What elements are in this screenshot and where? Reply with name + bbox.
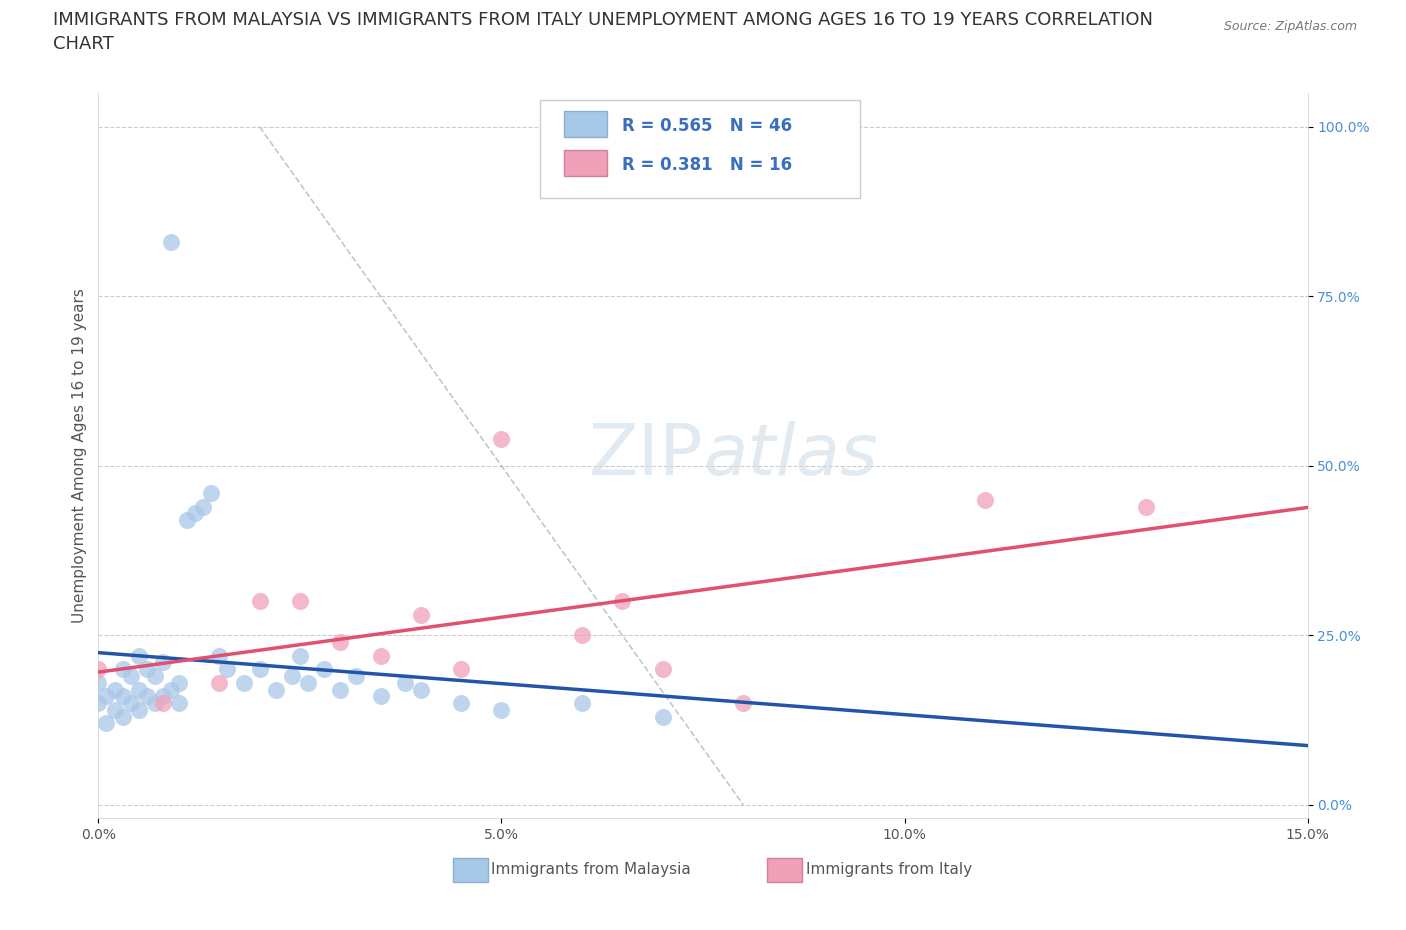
Point [160,234,183,249]
Point [111,710,134,724]
Point [111,662,134,677]
Text: Immigrants from Malaysia: Immigrants from Malaysia [492,862,692,877]
Text: Source: ZipAtlas.com: Source: ZipAtlas.com [1223,20,1357,33]
Point [329,634,352,649]
Text: R = 0.565   N = 46: R = 0.565 N = 46 [621,116,792,135]
Point [128,682,150,697]
Point [329,682,352,697]
Point [344,669,367,684]
Point [87,675,110,690]
Point [152,696,174,711]
Point [152,689,174,704]
Point [370,689,392,704]
Text: CHART: CHART [53,35,114,53]
Point [491,702,513,717]
FancyBboxPatch shape [453,858,488,882]
Point [571,628,593,643]
Point [184,506,207,521]
Point [733,696,755,711]
Point [135,689,157,704]
Point [297,675,319,690]
Point [176,512,198,527]
Point [128,648,150,663]
Text: Immigrants from Italy: Immigrants from Italy [806,862,972,877]
Point [87,696,110,711]
Text: ZIP: ZIP [589,421,703,490]
Y-axis label: Unemployment Among Ages 16 to 19 years: Unemployment Among Ages 16 to 19 years [72,288,87,623]
Point [152,655,174,670]
Point [111,689,134,704]
Point [200,485,222,500]
Point [135,662,157,677]
Point [96,689,118,704]
Point [167,675,190,690]
Point [1135,499,1157,514]
Point [571,696,593,711]
Point [167,696,190,711]
Point [651,662,673,677]
Point [394,675,416,690]
Point [314,662,336,677]
Point [281,669,304,684]
Point [217,662,239,677]
Point [120,696,142,711]
Point [288,594,311,609]
Point [103,682,125,697]
FancyBboxPatch shape [564,112,607,138]
Point [450,696,472,711]
Point [288,648,311,663]
Point [491,432,513,446]
Point [128,702,150,717]
Point [208,675,231,690]
Point [450,662,472,677]
Point [120,669,142,684]
Point [143,696,166,711]
Point [264,682,287,697]
FancyBboxPatch shape [540,100,860,198]
Point [249,662,271,677]
Text: atlas: atlas [703,421,877,490]
Point [974,492,997,507]
FancyBboxPatch shape [768,858,803,882]
Point [193,499,215,514]
Point [249,594,271,609]
Point [409,607,432,622]
Point [87,662,110,677]
Text: R = 0.381   N = 16: R = 0.381 N = 16 [621,156,792,174]
Point [208,648,231,663]
Point [651,710,673,724]
Point [96,716,118,731]
Point [370,648,392,663]
Point [143,669,166,684]
Point [409,682,432,697]
Point [103,702,125,717]
Point [232,675,254,690]
Point [160,682,183,697]
Text: IMMIGRANTS FROM MALAYSIA VS IMMIGRANTS FROM ITALY UNEMPLOYMENT AMONG AGES 16 TO : IMMIGRANTS FROM MALAYSIA VS IMMIGRANTS F… [53,11,1153,29]
FancyBboxPatch shape [564,151,607,177]
Point [612,594,634,609]
